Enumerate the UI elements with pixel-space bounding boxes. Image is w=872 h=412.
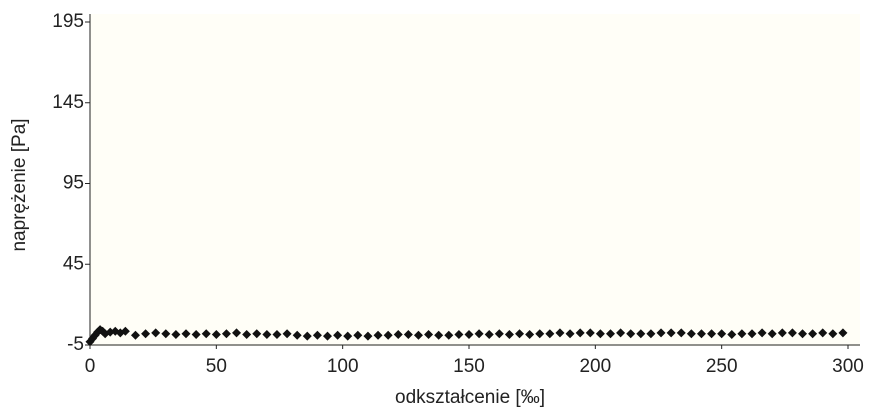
data-point [636, 329, 646, 339]
data-point [525, 330, 535, 340]
data-point [777, 328, 787, 338]
data-point [413, 330, 423, 340]
data-point [595, 329, 605, 339]
data-point [555, 328, 565, 338]
y-tick-label: 195 [52, 11, 84, 32]
data-point [343, 331, 353, 341]
data-point [798, 329, 808, 339]
data-point [666, 328, 676, 338]
data-point [434, 330, 444, 340]
data-point [787, 328, 797, 338]
plot-area [90, 14, 860, 346]
data-point [373, 330, 383, 340]
data-point [808, 329, 818, 339]
data-point [484, 330, 494, 340]
data-point [474, 329, 484, 339]
data-point [585, 328, 595, 338]
data-point [302, 331, 312, 341]
data-point [767, 329, 777, 339]
data-point [535, 329, 545, 339]
data-point [262, 330, 272, 340]
data-point [828, 329, 838, 339]
data-point [818, 328, 828, 338]
data-point [605, 329, 615, 339]
data-point [181, 329, 191, 339]
data-point [757, 328, 767, 338]
y-tick-label: 145 [52, 92, 84, 113]
x-tick-label: 50 [206, 356, 227, 377]
data-point [494, 329, 504, 339]
data-point [707, 329, 717, 339]
data-point [747, 329, 757, 339]
x-tick-label: 0 [85, 356, 96, 377]
x-tick-label: 100 [327, 356, 359, 377]
data-point [696, 329, 706, 339]
data-point [464, 330, 474, 340]
data-point [737, 329, 747, 339]
x-axis-label: odkształcenie [‰] [395, 387, 545, 408]
data-point [727, 330, 737, 340]
data-point [626, 329, 636, 339]
data-point [545, 329, 555, 339]
x-tick-label: 300 [832, 356, 864, 377]
data-point [292, 330, 302, 340]
data-point [504, 330, 514, 340]
data-point [717, 329, 727, 339]
data-point [353, 330, 363, 340]
x-tick-label: 250 [706, 356, 738, 377]
x-tick-label: 150 [453, 356, 485, 377]
data-point [686, 329, 696, 339]
data-point [171, 330, 181, 340]
data-point [838, 328, 848, 338]
data-point [211, 330, 221, 340]
data-point [232, 328, 242, 338]
data-point [252, 329, 262, 339]
data-point [575, 328, 585, 338]
data-point [565, 329, 575, 339]
data-point [616, 328, 626, 338]
data-point [191, 330, 201, 340]
data-point [454, 330, 464, 340]
y-tick-label: 95 [63, 173, 84, 194]
data-point [272, 330, 282, 340]
data-point [333, 330, 343, 340]
y-tick-label: -5 [67, 334, 84, 355]
data-point [201, 329, 211, 339]
data-point [323, 331, 333, 341]
data-point [120, 326, 130, 336]
data-point [676, 328, 686, 338]
data-point [161, 329, 171, 339]
data-point [515, 329, 525, 339]
data-point [403, 330, 413, 340]
data-point [444, 330, 454, 340]
data-point [312, 330, 322, 340]
data-point [363, 331, 373, 341]
data-point [646, 329, 656, 339]
data-point [282, 329, 292, 339]
data-point [141, 329, 151, 339]
data-point [130, 330, 140, 340]
data-point [424, 330, 434, 340]
data-point [656, 328, 666, 338]
data-point [383, 330, 393, 340]
x-tick-label: 200 [579, 356, 611, 377]
data-point [151, 328, 161, 338]
data-point [242, 330, 252, 340]
data-point [393, 330, 403, 340]
y-tick-label: 45 [63, 253, 84, 274]
data-point [221, 329, 231, 339]
y-axis-label: naprężenie [Pa] [9, 118, 30, 251]
